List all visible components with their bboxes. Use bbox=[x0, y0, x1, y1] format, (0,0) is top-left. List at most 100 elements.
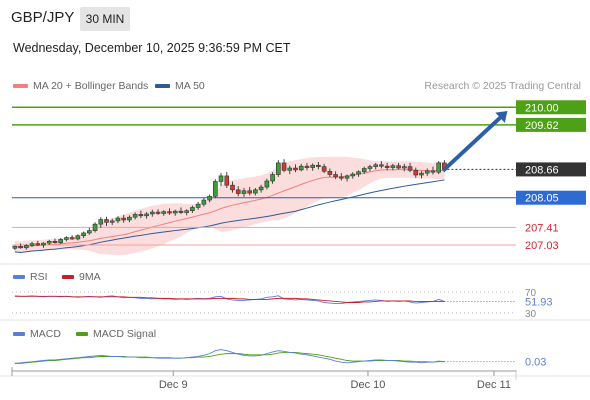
candle-body bbox=[276, 162, 281, 175]
target-label-bg bbox=[516, 100, 586, 115]
candle-body bbox=[155, 211, 161, 214]
candle-body bbox=[46, 241, 52, 244]
candle-body bbox=[109, 220, 115, 223]
candle-body bbox=[98, 219, 104, 225]
candle-body bbox=[230, 184, 235, 191]
candle-body bbox=[167, 211, 172, 214]
legend-ma20: MA 20 + Bollinger Bands bbox=[13, 80, 148, 92]
candle-body bbox=[12, 246, 18, 249]
candle-body bbox=[207, 196, 212, 201]
macd-signal-swatch bbox=[76, 332, 88, 337]
macd-current-label: 0.03 bbox=[525, 357, 546, 369]
rsi-ma-line bbox=[14, 295, 445, 303]
candle-body bbox=[241, 190, 247, 194]
legend-rsi-ma: 9MA bbox=[62, 271, 101, 283]
candle-body bbox=[384, 165, 390, 168]
candle-body bbox=[367, 166, 373, 169]
candle-body bbox=[161, 211, 167, 214]
macd-swatch bbox=[13, 332, 25, 337]
candle-body bbox=[104, 219, 109, 223]
candle-body bbox=[92, 223, 98, 231]
x-tick-label: Dec 10 bbox=[351, 379, 386, 391]
candle-body bbox=[310, 164, 315, 168]
candle-body bbox=[218, 175, 224, 182]
rsi-level-label: 30 bbox=[525, 309, 537, 320]
candle-body bbox=[69, 237, 75, 240]
candle-body bbox=[35, 243, 41, 246]
candle-body bbox=[127, 216, 132, 221]
legend-ma50: MA 50 bbox=[155, 80, 205, 92]
candle-body bbox=[24, 245, 29, 249]
candle-body bbox=[356, 171, 361, 175]
candle-body bbox=[270, 174, 275, 182]
candle-body bbox=[213, 181, 218, 197]
legend-rsi-label: RSI bbox=[30, 271, 48, 283]
candle-body bbox=[264, 180, 270, 188]
macd-signal-line bbox=[14, 352, 445, 364]
candle-body bbox=[253, 189, 258, 194]
candle-body bbox=[344, 175, 350, 179]
rsi-level-label: 70 bbox=[525, 288, 537, 299]
ma20-swatch bbox=[13, 84, 28, 89]
candle-body bbox=[29, 243, 35, 246]
candle-body bbox=[293, 167, 298, 171]
candle-body bbox=[373, 164, 378, 167]
legend-ma50-label: MA 50 bbox=[175, 80, 205, 92]
candle-body bbox=[327, 170, 333, 175]
candle-body bbox=[224, 175, 230, 186]
candle-body bbox=[81, 232, 86, 237]
candle-body bbox=[201, 199, 207, 205]
candle-body bbox=[115, 217, 121, 222]
chart-datetime: Wednesday, December 10, 2025 9:36:59 PM … bbox=[13, 41, 291, 55]
candle-body bbox=[419, 172, 424, 176]
candle-body bbox=[316, 164, 321, 167]
ma50-swatch bbox=[155, 84, 170, 89]
candle-body bbox=[350, 173, 356, 177]
candle-body bbox=[58, 239, 63, 243]
support-label: 207.41 bbox=[525, 222, 559, 234]
candle-body bbox=[195, 203, 201, 208]
rsi-ma-swatch bbox=[62, 275, 74, 280]
target-label: 209.62 bbox=[525, 120, 559, 132]
timeframe-badge[interactable]: 30 MIN bbox=[80, 7, 130, 31]
candle-body bbox=[281, 162, 287, 171]
candle-body bbox=[178, 210, 184, 213]
candle-body bbox=[390, 165, 396, 168]
x-tick-label: Dec 9 bbox=[159, 379, 188, 391]
candle-body bbox=[361, 168, 367, 173]
candle-body bbox=[87, 230, 92, 234]
candle-body bbox=[172, 210, 178, 214]
candle-body bbox=[258, 186, 264, 191]
candle-body bbox=[402, 166, 407, 169]
projection-arrow-shaft bbox=[442, 115, 503, 172]
candle-body bbox=[396, 165, 401, 169]
candle-body bbox=[247, 190, 252, 194]
candle-body bbox=[121, 217, 126, 221]
target-label: 210.00 bbox=[525, 102, 559, 114]
candle-body bbox=[333, 174, 338, 178]
legend-macd-label: MACD bbox=[30, 328, 61, 340]
symbol-title: GBP/JPY bbox=[11, 9, 75, 26]
candle-body bbox=[18, 246, 23, 249]
candle-body bbox=[64, 237, 69, 240]
current-price-bg bbox=[516, 162, 586, 177]
candle-body bbox=[304, 165, 310, 168]
candle-body bbox=[413, 170, 419, 176]
candle-body bbox=[132, 214, 138, 218]
candle-body bbox=[430, 170, 436, 173]
pivot-label: 208.05 bbox=[525, 193, 559, 205]
candle-body bbox=[235, 189, 241, 194]
projection-arrow-head bbox=[495, 110, 508, 123]
candle-body bbox=[298, 165, 304, 171]
candle-body bbox=[379, 164, 384, 167]
candle-body bbox=[75, 235, 81, 240]
candle-body bbox=[184, 210, 189, 213]
legend-macd: MACD bbox=[13, 328, 61, 340]
candle-body bbox=[190, 207, 195, 211]
legend-rsi-ma-label: 9MA bbox=[79, 271, 101, 283]
rsi-swatch bbox=[13, 275, 25, 280]
candle-body bbox=[287, 167, 293, 171]
legend-ma20-label: MA 20 + Bollinger Bands bbox=[33, 80, 149, 92]
candle-body bbox=[339, 176, 344, 179]
